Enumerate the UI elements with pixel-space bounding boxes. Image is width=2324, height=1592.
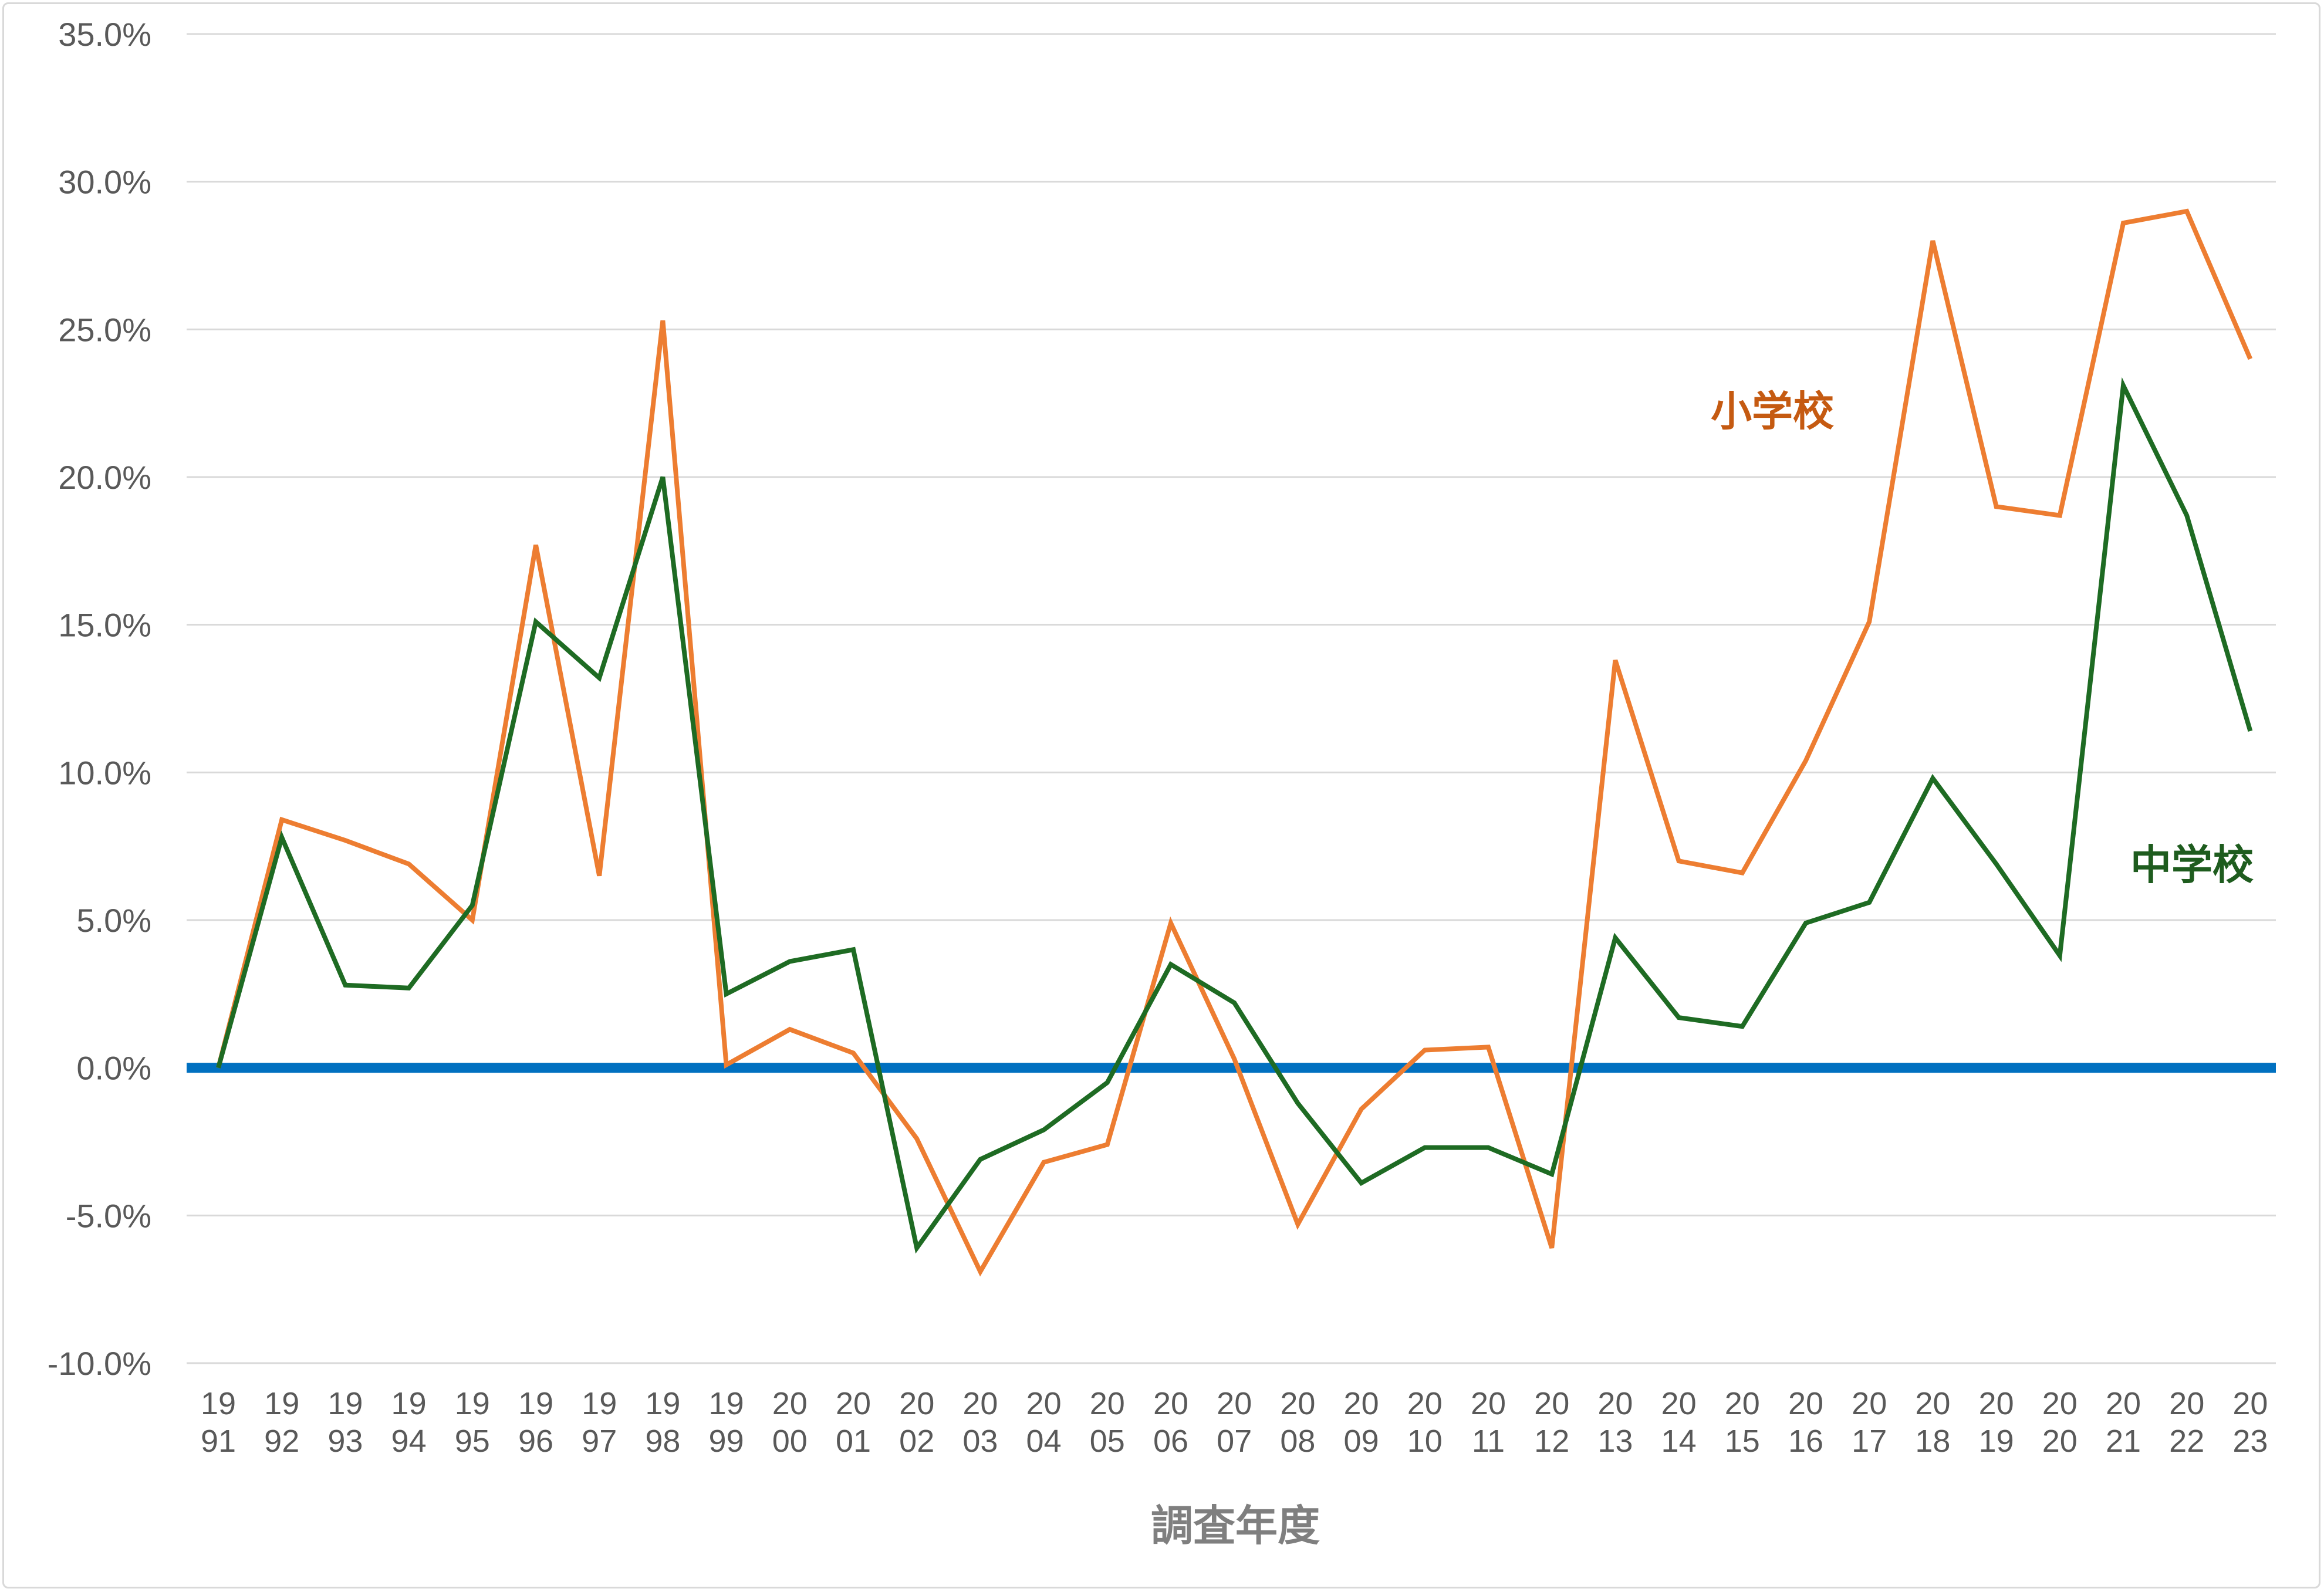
y-tick-label: 20.0%: [58, 459, 151, 496]
x-tick-label: 19 91: [201, 1386, 236, 1459]
y-tick-label: 0.0%: [76, 1050, 151, 1087]
x-tick-label: 19 92: [264, 1386, 299, 1459]
x-tick-label: 20 07: [1217, 1386, 1252, 1459]
series-label: 小学校: [1711, 387, 1834, 435]
x-tick-label: 20 11: [1471, 1386, 1506, 1459]
y-tick-label: 5.0%: [76, 902, 151, 939]
y-tick-label: 15.0%: [58, 607, 151, 644]
x-tick-label: 20 17: [1852, 1386, 1887, 1459]
x-tick-label: 20 09: [1344, 1386, 1379, 1459]
x-tick-label: 19 95: [455, 1386, 490, 1459]
x-tick-label: 19 94: [391, 1386, 427, 1459]
series-lines: [216, 208, 2253, 1277]
series-line-1: [216, 208, 2253, 1277]
y-tick-label: 30.0%: [58, 164, 151, 201]
y-tick-label: 10.0%: [58, 754, 151, 791]
x-axis-ticks: 19 91 19 92 19 93 19 94 19 95 19 96 19 97 19 98 19 99 20 00…: [201, 1386, 2268, 1459]
x-tick-label: 20 19: [1979, 1386, 2014, 1459]
x-tick-label: 19 97: [582, 1386, 617, 1459]
y-tick-label: 35.0%: [58, 16, 151, 53]
x-tick-label: 20 02: [899, 1386, 934, 1459]
x-tick-label: 20 18: [1915, 1386, 1950, 1459]
y-tick-label: -10.0%: [48, 1345, 151, 1382]
x-tick-label: 20 00: [772, 1386, 808, 1459]
y-tick-label: 25.0%: [58, 311, 151, 348]
x-tick-label: 20 14: [1661, 1386, 1697, 1459]
x-tick-label: 20 06: [1153, 1386, 1188, 1459]
x-tick-label: 20 13: [1597, 1386, 1633, 1459]
series-line-2: [216, 377, 2253, 1254]
gridlines: [187, 33, 2276, 1364]
x-tick-label: 20 05: [1090, 1386, 1125, 1459]
x-tick-label: 19 93: [327, 1386, 363, 1459]
x-tick-label: 20 20: [2042, 1386, 2078, 1459]
x-tick-label: 19 98: [645, 1386, 680, 1459]
series-label: 中学校: [2130, 841, 2254, 889]
x-axis-title: 調査年度: [1151, 1501, 1320, 1550]
x-tick-label: 20 12: [1534, 1386, 1569, 1459]
y-axis-ticks: -10.0% -5.0% 0.0% 5.0% 10.0% 15.0% 20.0% 25.0% 3…: [48, 16, 151, 1382]
x-tick-label: 20 23: [2232, 1386, 2268, 1459]
x-tick-label: 20 08: [1280, 1386, 1315, 1459]
x-tick-label: 20 01: [836, 1386, 871, 1459]
x-tick-label: 20 15: [1725, 1386, 1760, 1459]
x-tick-label: 20 16: [1788, 1386, 1823, 1459]
x-tick-label: 20 04: [1026, 1386, 1062, 1459]
x-tick-label: 20 21: [2106, 1386, 2141, 1459]
x-tick-label: 20 22: [2169, 1386, 2204, 1459]
x-tick-label: 20 10: [1407, 1386, 1443, 1459]
y-tick-label: -5.0%: [66, 1197, 151, 1234]
x-tick-label: 19 96: [518, 1386, 553, 1459]
x-tick-label: 19 99: [709, 1386, 744, 1459]
x-tick-label: 20 03: [962, 1386, 998, 1459]
